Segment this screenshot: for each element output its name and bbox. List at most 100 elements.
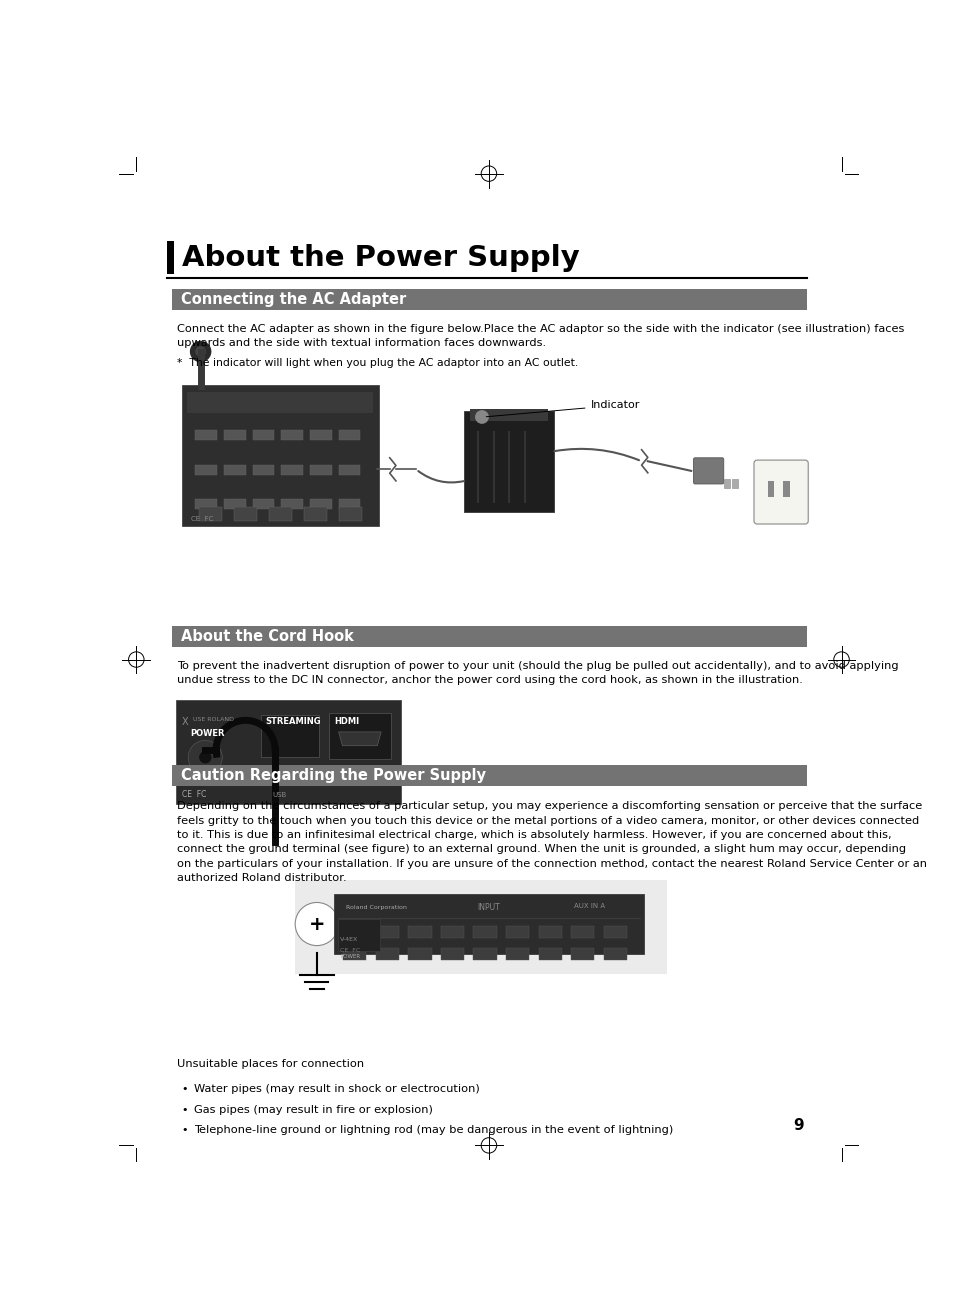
Text: POWER: POWER	[340, 953, 360, 959]
Text: *  The indicator will light when you plug the AC adaptor into an AC outlet.: * The indicator will light when you plug…	[176, 358, 578, 368]
Bar	[537, 948, 561, 960]
Bar	[505, 948, 529, 960]
Bar	[767, 482, 773, 496]
Bar	[269, 507, 292, 521]
Text: Depending on the circumstances of a particular setup, you may experience a disco: Depending on the circumstances of a part…	[176, 801, 925, 883]
Bar	[338, 430, 360, 440]
Circle shape	[294, 902, 338, 946]
Bar	[337, 919, 380, 951]
Text: Connect the AC adapter as shown in the figure below.Place the AC adaptor so the : Connect the AC adapter as shown in the f…	[176, 324, 903, 349]
Bar	[261, 714, 319, 757]
Bar	[224, 430, 245, 440]
Bar	[375, 926, 398, 938]
Text: STREAMING: STREAMING	[265, 717, 320, 726]
Text: Indicator: Indicator	[486, 401, 639, 417]
Text: Roland Corporation: Roland Corporation	[345, 905, 406, 910]
Bar	[294, 880, 666, 974]
Text: AUX IN A: AUX IN A	[574, 902, 604, 909]
FancyBboxPatch shape	[753, 460, 807, 524]
Bar	[338, 465, 360, 474]
Bar	[408, 948, 431, 960]
Circle shape	[195, 347, 205, 357]
Bar	[224, 499, 245, 509]
Bar	[195, 465, 216, 474]
Bar	[253, 499, 274, 509]
Bar	[310, 465, 332, 474]
FancyBboxPatch shape	[464, 411, 554, 512]
Polygon shape	[338, 731, 381, 746]
Bar	[338, 507, 361, 521]
Bar	[505, 926, 529, 938]
Bar	[199, 507, 222, 521]
Bar	[195, 430, 216, 440]
Text: X: X	[182, 717, 189, 726]
Bar	[338, 499, 360, 509]
Circle shape	[199, 751, 212, 764]
Text: Unsuitable places for connection: Unsuitable places for connection	[176, 1059, 363, 1070]
Bar	[310, 499, 332, 509]
Bar	[172, 627, 806, 648]
Bar	[782, 482, 789, 496]
Bar	[571, 926, 594, 938]
Bar	[723, 478, 729, 488]
Text: V-4EX: V-4EX	[340, 938, 358, 943]
Bar	[731, 478, 737, 488]
Text: About the Cord Hook: About the Cord Hook	[181, 629, 354, 644]
Bar	[281, 430, 303, 440]
Bar	[343, 948, 366, 960]
Text: CE  FC: CE FC	[340, 948, 360, 953]
Text: CE  FC: CE FC	[182, 790, 206, 799]
Text: Telephone-line ground or lightning rod (may be dangerous in the event of lightni: Telephone-line ground or lightning rod (…	[193, 1126, 672, 1135]
Bar	[172, 375, 806, 555]
Bar	[334, 893, 643, 955]
Bar	[537, 926, 561, 938]
FancyBboxPatch shape	[182, 385, 378, 526]
Text: +: +	[309, 914, 325, 934]
Text: 9: 9	[792, 1118, 802, 1132]
Text: •: •	[181, 1126, 188, 1135]
Bar	[473, 948, 497, 960]
Text: Gas pipes (may result in fire or explosion): Gas pipes (may result in fire or explosi…	[193, 1105, 432, 1114]
Circle shape	[191, 342, 211, 362]
Text: To prevent the inadvertent disruption of power to your unit (should the plug be : To prevent the inadvertent disruption of…	[176, 661, 898, 686]
Bar	[172, 289, 806, 310]
Bar	[603, 948, 626, 960]
Bar	[281, 465, 303, 474]
Bar	[175, 700, 400, 803]
Circle shape	[188, 741, 222, 774]
Text: USE ROLAND: USE ROLAND	[193, 717, 233, 721]
Text: •: •	[181, 1084, 188, 1094]
Bar	[281, 499, 303, 509]
Text: CE  FC: CE FC	[192, 516, 213, 521]
Bar	[187, 392, 373, 413]
Bar	[343, 926, 366, 938]
Bar	[603, 926, 626, 938]
Text: About the Power Supply: About the Power Supply	[182, 244, 579, 272]
Text: Caution Regarding the Power Supply: Caution Regarding the Power Supply	[181, 768, 486, 782]
Bar	[571, 948, 594, 960]
Bar	[440, 926, 464, 938]
Bar	[375, 948, 398, 960]
Bar	[253, 465, 274, 474]
FancyBboxPatch shape	[329, 713, 390, 759]
Text: Connecting the AC Adapter: Connecting the AC Adapter	[181, 293, 406, 307]
Bar	[172, 765, 806, 786]
Text: Water pipes (may result in shock or electrocution): Water pipes (may result in shock or elec…	[193, 1084, 479, 1094]
Bar	[310, 430, 332, 440]
Bar	[473, 926, 497, 938]
Circle shape	[476, 411, 488, 423]
Bar	[167, 242, 174, 274]
Bar	[253, 430, 274, 440]
Text: USB: USB	[273, 791, 287, 798]
Text: HDMI: HDMI	[335, 717, 359, 726]
Text: INPUT: INPUT	[477, 902, 499, 912]
Bar	[233, 507, 257, 521]
Bar	[408, 926, 431, 938]
Bar	[440, 948, 464, 960]
Bar	[470, 409, 547, 421]
Text: •: •	[181, 1105, 188, 1114]
FancyBboxPatch shape	[693, 458, 723, 485]
Bar	[224, 465, 245, 474]
Text: POWER: POWER	[190, 729, 224, 738]
Bar	[195, 499, 216, 509]
